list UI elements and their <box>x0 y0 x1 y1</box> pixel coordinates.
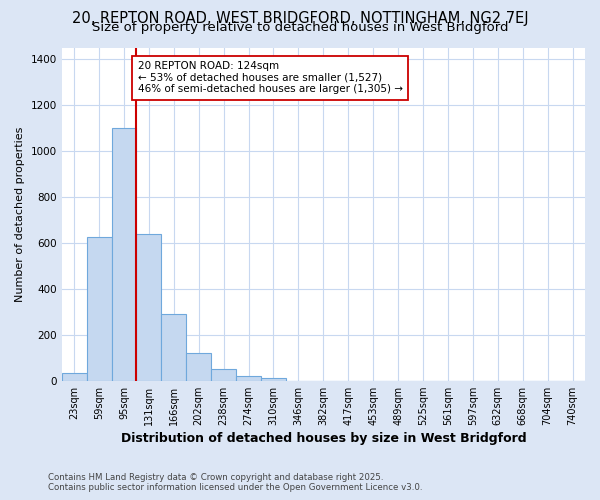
Bar <box>236 376 261 380</box>
Bar <box>86 237 112 380</box>
Bar <box>112 128 136 380</box>
Y-axis label: Number of detached properties: Number of detached properties <box>15 126 25 302</box>
Bar <box>161 314 186 380</box>
X-axis label: Distribution of detached houses by size in West Bridgford: Distribution of detached houses by size … <box>121 432 526 445</box>
Bar <box>62 372 86 380</box>
Text: 20 REPTON ROAD: 124sqm
← 53% of detached houses are smaller (1,527)
46% of semi-: 20 REPTON ROAD: 124sqm ← 53% of detached… <box>137 62 403 94</box>
Text: 20, REPTON ROAD, WEST BRIDGFORD, NOTTINGHAM, NG2 7EJ: 20, REPTON ROAD, WEST BRIDGFORD, NOTTING… <box>71 11 529 26</box>
Text: Size of property relative to detached houses in West Bridgford: Size of property relative to detached ho… <box>92 22 508 35</box>
Bar <box>261 378 286 380</box>
Bar <box>136 234 161 380</box>
Bar <box>211 369 236 380</box>
Text: Contains HM Land Registry data © Crown copyright and database right 2025.
Contai: Contains HM Land Registry data © Crown c… <box>48 473 422 492</box>
Bar <box>186 353 211 380</box>
